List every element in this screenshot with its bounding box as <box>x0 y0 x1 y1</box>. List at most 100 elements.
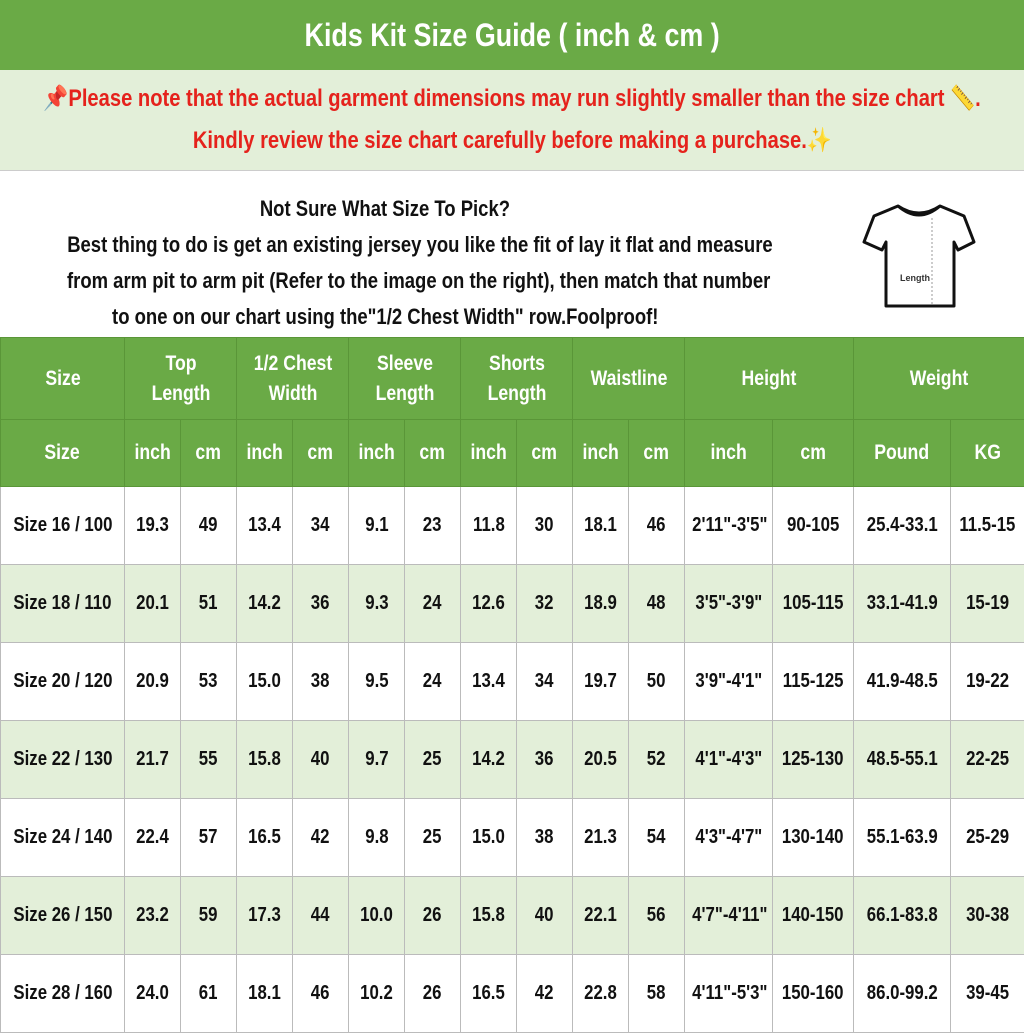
unit-header: inch <box>237 420 293 487</box>
table-cell: 24 <box>405 565 461 643</box>
table-cell: 12.6 <box>461 565 517 643</box>
cell-value: 90-105 <box>787 514 839 537</box>
cell-value: 18.1 <box>248 982 281 1005</box>
table-cell: 9.8 <box>349 799 405 877</box>
group-header-label: Weight <box>897 364 981 394</box>
table-cell: 9.3 <box>349 565 405 643</box>
table-cell: 4'11"-5'3" <box>685 955 773 1033</box>
cell-value: 11.5-15 <box>959 514 1015 537</box>
cell-value: 20.1 <box>136 592 169 615</box>
table-cell: 42 <box>517 955 573 1033</box>
table-cell: 18.9 <box>573 565 629 643</box>
cell-value: 24 <box>423 670 442 693</box>
cell-value: 9.8 <box>365 826 388 849</box>
table-cell: 10.0 <box>349 877 405 955</box>
group-header-label: Top Length <box>139 349 223 409</box>
table-cell: 26 <box>405 955 461 1033</box>
cell-value: 38 <box>311 670 330 693</box>
group-header: Height <box>685 338 854 420</box>
table-cell: 9.5 <box>349 643 405 721</box>
title-text: Kids Kit Size Guide ( inch & cm ) <box>304 17 719 54</box>
table-cell: 57 <box>181 799 237 877</box>
cell-value: 4'7"-4'11" <box>692 904 767 927</box>
notice-line-2: Kindly review the size chart carefully b… <box>192 120 831 162</box>
table-cell: 18.1 <box>573 487 629 565</box>
table-cell: 4'1"-4'3" <box>685 721 773 799</box>
table-cell: 22.1 <box>573 877 629 955</box>
table-cell: 53 <box>181 643 237 721</box>
table-cell: 54 <box>629 799 685 877</box>
cell-value: 4'11"-5'3" <box>692 982 767 1005</box>
cell-value: 36 <box>311 592 330 615</box>
table-cell: 34 <box>517 643 573 721</box>
table-cell: 52 <box>629 721 685 799</box>
cell-value: 150-160 <box>782 982 844 1005</box>
table-cell: 26 <box>405 877 461 955</box>
group-header-label: Height <box>727 364 811 394</box>
table-cell: 20.1 <box>125 565 181 643</box>
cell-value: 41.9-48.5 <box>866 670 937 693</box>
cell-value: 32 <box>535 592 554 615</box>
unit-header: inch <box>573 420 629 487</box>
table-cell: Size 20 / 120 <box>1 643 125 721</box>
cell-value: 55.1-63.9 <box>866 826 937 849</box>
cell-value: 16.5 <box>248 826 281 849</box>
cell-value: 130-140 <box>782 826 844 849</box>
table-cell: Size 16 / 100 <box>1 487 125 565</box>
cell-value: 25 <box>423 748 442 771</box>
cell-value: 4'1"-4'3" <box>695 748 762 771</box>
group-header: Top Length <box>125 338 237 420</box>
cell-value: 26 <box>423 982 442 1005</box>
cell-value: 9.3 <box>365 592 388 615</box>
table-cell: 16.5 <box>237 799 293 877</box>
cell-value: 34 <box>311 514 330 537</box>
unit-header: cm <box>405 420 461 487</box>
table-cell: 24 <box>405 643 461 721</box>
cell-value: 3'9"-4'1" <box>695 670 762 693</box>
cell-value: 38 <box>535 826 554 849</box>
cell-value: 19.7 <box>584 670 617 693</box>
cell-value: 3'5"-3'9" <box>695 592 762 615</box>
cell-value: 10.2 <box>360 982 393 1005</box>
cell-value: 17.3 <box>248 904 281 927</box>
table-cell: 15.0 <box>461 799 517 877</box>
cell-value: 22.1 <box>584 904 617 927</box>
table-cell: 48 <box>629 565 685 643</box>
cell-value: 42 <box>311 826 330 849</box>
cell-value: 140-150 <box>782 904 844 927</box>
table-cell: 18.1 <box>237 955 293 1033</box>
cell-value: 23.2 <box>136 904 169 927</box>
cell-value: 54 <box>647 826 666 849</box>
table-cell: 40 <box>517 877 573 955</box>
table-cell: 55.1-63.9 <box>854 799 951 877</box>
table-cell: 14.2 <box>237 565 293 643</box>
cell-value: 2'11"-3'5" <box>692 514 767 537</box>
info-line-1: Best thing to do is get an existing jers… <box>67 227 772 263</box>
cell-value: 12.6 <box>472 592 505 615</box>
table-cell: 125-130 <box>773 721 854 799</box>
cell-value: 46 <box>647 514 666 537</box>
cell-value: 59 <box>199 904 218 927</box>
cell-value: 22.8 <box>584 982 617 1005</box>
table-cell: 23.2 <box>125 877 181 955</box>
table-cell: 3'5"-3'9" <box>685 565 773 643</box>
table-cell: 55 <box>181 721 237 799</box>
cell-value: 22-25 <box>966 748 1009 771</box>
table-cell: 21.3 <box>573 799 629 877</box>
group-header: Shorts Length <box>461 338 573 420</box>
unit-header-label: cm <box>308 438 334 468</box>
cell-value: 56 <box>647 904 666 927</box>
cell-value: 23 <box>423 514 442 537</box>
cell-value: 53 <box>199 670 218 693</box>
info-line-3: to one on our chart using the"1/2 Chest … <box>112 299 658 335</box>
cell-value: 20.5 <box>584 748 617 771</box>
group-header: Sleeve Length <box>349 338 461 420</box>
page-title: Kids Kit Size Guide ( inch & cm ) <box>0 0 1024 70</box>
cell-value: 4'3"-4'7" <box>695 826 762 849</box>
table-cell: 38 <box>517 799 573 877</box>
cell-value: 40 <box>535 904 554 927</box>
cell-value: 48 <box>647 592 666 615</box>
